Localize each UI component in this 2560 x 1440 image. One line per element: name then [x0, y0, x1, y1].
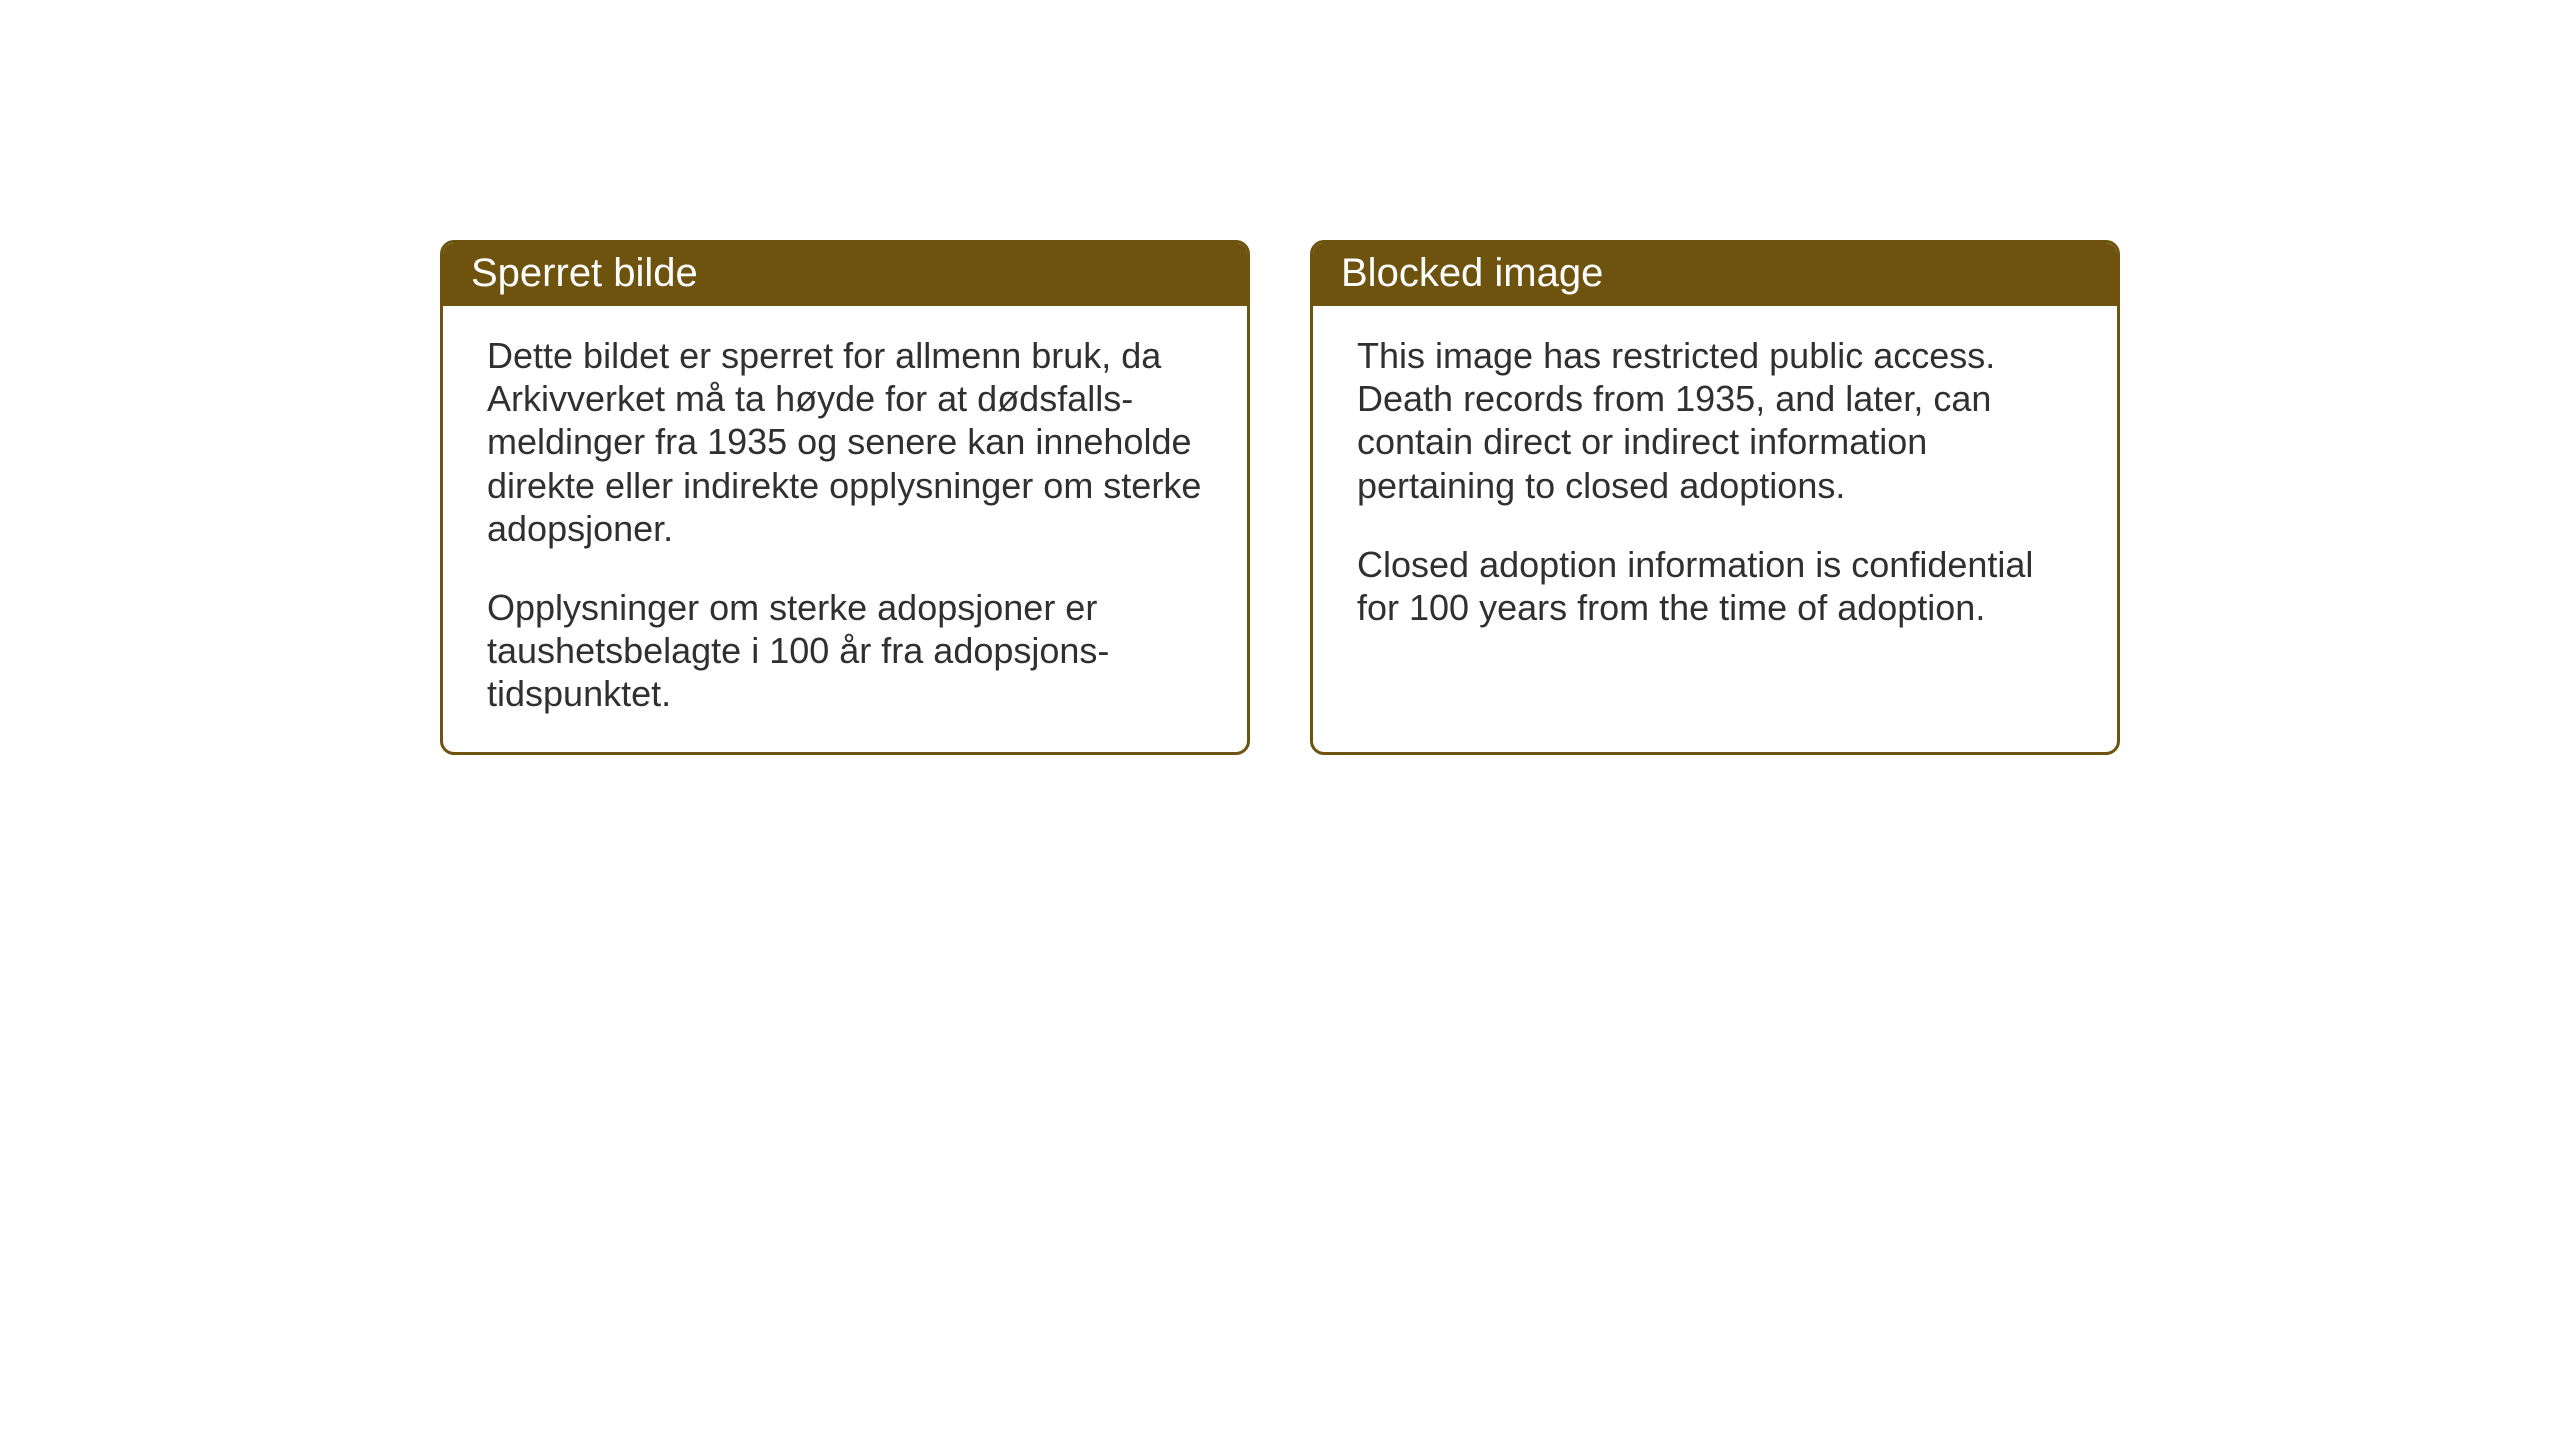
notice-paragraph: This image has restricted public access.… — [1357, 334, 2073, 507]
notice-header-english: Blocked image — [1313, 243, 2117, 306]
notice-container: Sperret bilde Dette bildet er sperret fo… — [440, 240, 2120, 755]
notice-paragraph: Opplysninger om sterke adopsjoner er tau… — [487, 586, 1203, 716]
notice-box-english: Blocked image This image has restricted … — [1310, 240, 2120, 755]
notice-paragraph: Dette bildet er sperret for allmenn bruk… — [487, 334, 1203, 550]
notice-header-norwegian: Sperret bilde — [443, 243, 1247, 306]
notice-body-norwegian: Dette bildet er sperret for allmenn bruk… — [443, 306, 1247, 752]
notice-paragraph: Closed adoption information is confident… — [1357, 543, 2073, 629]
notice-body-english: This image has restricted public access.… — [1313, 306, 2117, 752]
notice-box-norwegian: Sperret bilde Dette bildet er sperret fo… — [440, 240, 1250, 755]
